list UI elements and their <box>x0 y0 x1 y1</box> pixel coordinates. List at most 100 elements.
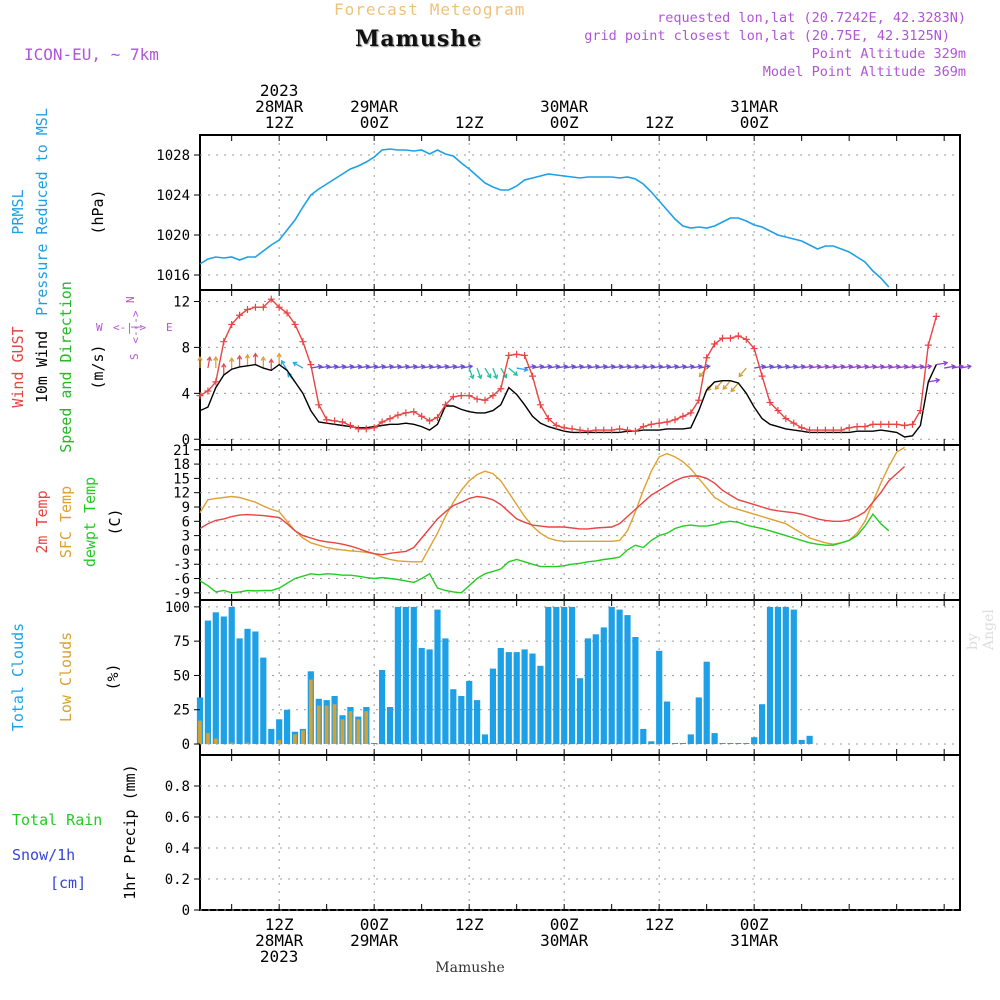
total-cloud-bar <box>521 649 528 744</box>
total-cloud-bar <box>474 700 481 744</box>
wind-gust-marker <box>608 426 616 434</box>
wind-direction-arrowhead <box>221 362 227 368</box>
total-cloud-bar <box>679 743 686 744</box>
wind-gust-marker <box>259 303 267 311</box>
wind-direction-arrow <box>421 365 433 369</box>
time-label-bottom: 12Z <box>645 915 674 934</box>
total-cloud-bar <box>418 648 425 744</box>
wind-direction-arrow <box>318 365 330 369</box>
wind-gust-marker <box>750 345 758 353</box>
wind-direction-arrow <box>326 365 338 369</box>
wind-gust-marker <box>869 420 877 428</box>
total-cloud-bar <box>695 697 702 744</box>
wind-gust-marker <box>315 401 323 409</box>
temp-ytick-label: -3 <box>173 557 190 573</box>
wind-ytick-label: 4 <box>182 386 190 402</box>
total-cloud-bar <box>513 652 520 744</box>
low-cloud-bar <box>277 739 281 744</box>
wind-gust-marker <box>916 407 924 415</box>
time-label-top: 31MAR <box>730 97 779 116</box>
wind-ytick-label: 12 <box>173 294 190 310</box>
total-cloud-bar <box>236 638 243 744</box>
total-cloud-bar <box>545 606 552 745</box>
wind-direction-arrowhead <box>738 372 744 378</box>
time-label-top: 29MAR <box>350 97 399 116</box>
total-cloud-bar <box>497 648 504 744</box>
total-cloud-label: Total Clouds <box>9 623 27 731</box>
wind-direction-arrow <box>381 365 394 369</box>
wind-gust-marker <box>283 309 291 317</box>
wind-gust-marker <box>639 423 647 431</box>
wind-direction-arrowhead <box>935 377 941 384</box>
total-cloud-bar <box>640 728 647 744</box>
wind-gust-marker <box>821 426 829 434</box>
wind-gust-label: Wind GUST <box>9 326 27 407</box>
clouds-ytick-label: 0 <box>182 737 190 753</box>
wind-direction-arrow <box>453 365 465 369</box>
compass-north: N <box>124 296 137 303</box>
wind-gust-marker <box>544 415 552 423</box>
total-cloud-bar <box>252 631 259 744</box>
wind-gust-marker <box>307 361 315 369</box>
wind-direction-arrow <box>374 365 386 369</box>
time-label-bottom: 28MAR <box>255 931 304 950</box>
wind-direction-arrow <box>476 367 482 379</box>
total-cloud-bar <box>561 606 568 745</box>
wind-direction-arrowhead <box>268 358 274 364</box>
precip-ytick-label: 0.8 <box>165 779 190 795</box>
wind-direction-arrow <box>484 367 492 378</box>
pressure-ytick-label: 1020 <box>156 228 190 244</box>
low-cloud-bar <box>348 711 353 744</box>
wind-gust-marker <box>600 426 608 434</box>
wind-direction-arrow <box>405 365 417 369</box>
wind-gust-marker <box>513 350 521 358</box>
wind-direction-arrow <box>659 365 671 369</box>
wind-direction-arrowhead <box>244 353 251 359</box>
time-label-bottom: 00Z <box>740 915 769 934</box>
low-cloud-bar <box>364 711 369 744</box>
total-cloud-bar <box>260 657 267 744</box>
wind-gust-marker <box>552 421 560 429</box>
wind-direction-arrow <box>651 365 663 369</box>
wind-gust-marker <box>362 425 370 433</box>
wind-direction-arrow <box>350 365 362 369</box>
pressure-label-2: Pressure Reduced to MSL <box>33 108 51 316</box>
wind-gust-marker <box>837 426 845 434</box>
gridpoint-coords: grid point closest lon,lat (20.75E, 42.3… <box>584 28 950 44</box>
rain-label: Total Rain <box>12 811 102 829</box>
total-cloud-bar <box>553 606 560 745</box>
wind-gust-marker <box>489 392 497 400</box>
wind-direction-arrow <box>936 362 948 366</box>
time-label-bottom: 12Z <box>265 915 294 934</box>
axes-layer: 101610201024102804812-9-6-30369121518210… <box>9 81 945 976</box>
model-altitude: Model Point Altitude 369m <box>762 64 966 80</box>
total-cloud-bar <box>466 680 473 744</box>
wind-gust-marker <box>663 418 671 426</box>
wind-direction-label: Speed and Direction <box>57 281 75 453</box>
wind-direction-arrow <box>635 365 647 369</box>
wind-direction-arrow <box>888 365 900 369</box>
wind-gust-marker <box>481 396 489 404</box>
wind-direction-arrow <box>785 365 797 369</box>
time-label-top: 30MAR <box>540 97 589 116</box>
low-cloud-bar <box>301 730 305 744</box>
wind-gust-marker <box>426 417 434 425</box>
clouds-ytick-label: 25 <box>173 703 190 719</box>
temp-ytick-label: 6 <box>182 514 190 530</box>
wind-gust-marker <box>251 303 259 311</box>
total-cloud-bar <box>711 733 718 745</box>
total-cloud-bar <box>244 628 251 744</box>
wind-direction-arrow <box>738 367 747 377</box>
wind-gust-marker <box>592 426 600 434</box>
total-cloud-bar <box>284 709 291 744</box>
grid-lines <box>200 135 960 911</box>
time-label-bottom: 00Z <box>360 915 389 934</box>
total-cloud-bar <box>671 743 679 744</box>
wind-direction-arrowhead <box>260 355 267 361</box>
precip-ytick-label: 0.6 <box>165 810 190 826</box>
wind-gust-marker <box>521 351 529 359</box>
author-signature: by Angel <box>965 609 997 650</box>
wind-direction-arrow <box>896 365 908 369</box>
wind-direction-arrow <box>429 365 441 369</box>
wind-direction-arrow <box>627 365 639 369</box>
